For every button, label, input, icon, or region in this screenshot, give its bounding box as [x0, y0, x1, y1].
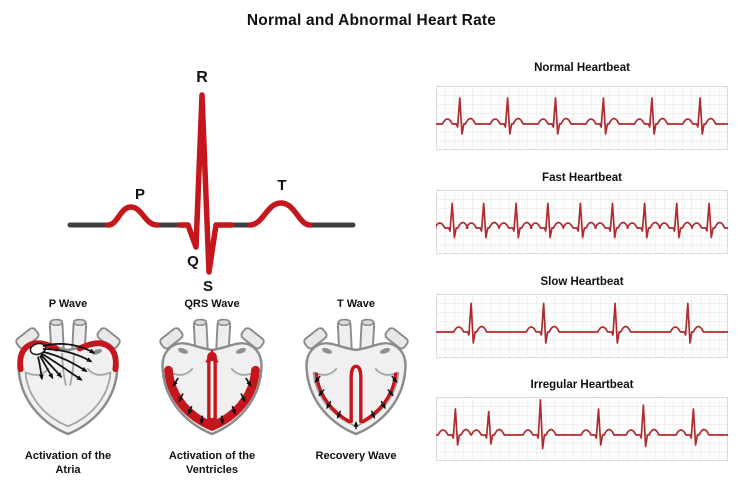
- strip-group-irregular: Irregular Heartbeat: [436, 377, 728, 461]
- heart-figure-title: T Wave: [336, 298, 376, 310]
- vessel-opening-dot: [321, 347, 333, 354]
- heart-figure-caption: Activation of the Ventricles: [168, 450, 256, 477]
- heart-figure-title: P Wave: [48, 298, 88, 310]
- strip-group-normal: Normal Heartbeat: [436, 60, 728, 150]
- q-wave-label: Q: [187, 253, 199, 270]
- pqrst-waveform-panel: R P T Q S: [60, 55, 365, 300]
- strip-title: Irregular Heartbeat: [530, 379, 634, 391]
- atrial-activation-arrows: [37, 343, 96, 381]
- heart-figure-title: QRS Wave: [184, 298, 240, 310]
- strip-group-fast: Fast Heartbeat: [436, 170, 728, 254]
- r-wave-label: R: [196, 69, 208, 86]
- pqrst-waveform: [67, 92, 356, 275]
- ventricular-activation-arrows: [172, 377, 252, 425]
- vessel-opening-dot: [235, 347, 247, 354]
- recovery-arrows: [314, 375, 398, 430]
- strip-title: Fast Heartbeat: [542, 172, 622, 184]
- ecg-trace-normal: [436, 86, 728, 150]
- heart-figure-caption: Activation of the Atria: [24, 450, 112, 477]
- vessel-opening-dot: [177, 347, 189, 354]
- p-wave-label: P: [134, 186, 145, 203]
- heart-t-wave-illustration: [303, 318, 409, 436]
- ecg-trace-slow: [436, 294, 728, 358]
- heart-figure-t-wave: T Wave: [291, 298, 421, 463]
- strip-title: Slow Heartbeat: [540, 276, 624, 288]
- sa-node: [29, 342, 47, 356]
- heart-figure-caption: Recovery Wave: [315, 450, 397, 462]
- page-title: Normal and Abnormal Heart Rate: [246, 12, 497, 29]
- strip-title: Normal Heartbeat: [534, 62, 630, 74]
- t-wave-label: T: [277, 177, 287, 194]
- heart-p-wave-illustration: [15, 318, 121, 436]
- heart-figure-qrs-wave: QRS Wave: [147, 298, 277, 478]
- heart-qrs-wave-illustration: [159, 318, 265, 436]
- s-wave-label: S: [202, 278, 213, 295]
- strip-group-slow: Slow Heartbeat: [436, 274, 728, 358]
- vessel-opening-dot: [379, 347, 391, 354]
- ecg-trace-fast: [436, 190, 728, 254]
- heart-figure-p-wave: P Wave: [3, 298, 133, 478]
- ecg-trace-irregular: [436, 397, 728, 461]
